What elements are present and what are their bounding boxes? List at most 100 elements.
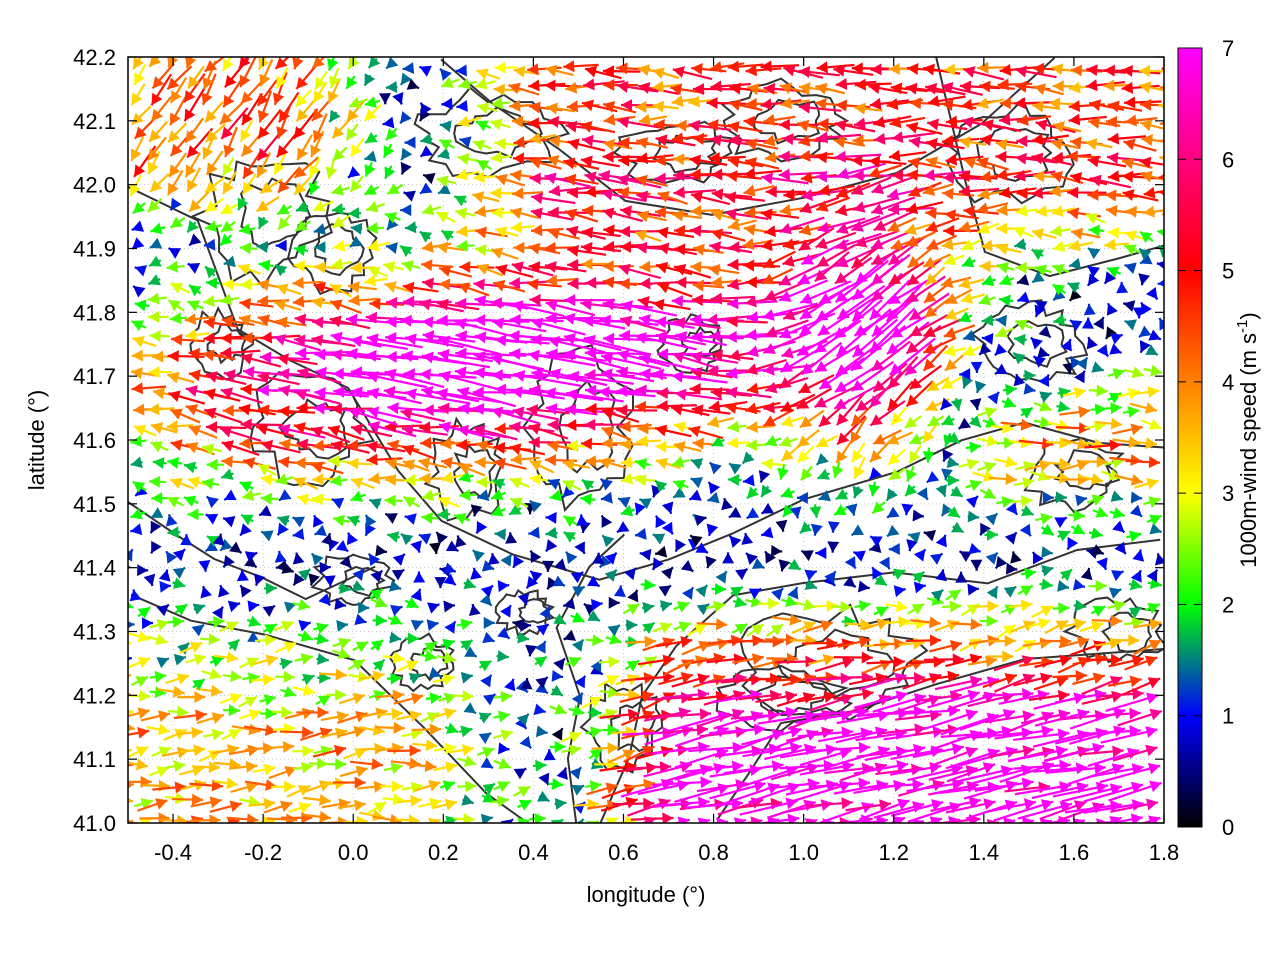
wind-arrow-head (510, 453, 523, 466)
wind-arrow-head (500, 690, 512, 703)
wind-arrow (493, 690, 513, 703)
wind-arrow (318, 593, 332, 607)
wind-arrow-head (895, 690, 908, 703)
wind-arrow-head (926, 470, 940, 483)
wind-arrow (1017, 584, 1034, 597)
wind-arrow (728, 462, 742, 475)
wind-arrow (176, 726, 203, 739)
wind-arrow-head (410, 728, 423, 741)
wind-arrow-head (1080, 568, 1093, 581)
wind-arrow-head (137, 564, 149, 577)
wind-arrow (591, 742, 619, 755)
wind-arrow (389, 631, 402, 644)
wind-arrow (279, 726, 314, 739)
wind-arrow (534, 640, 547, 654)
wind-arrow-head (444, 798, 457, 811)
wind-arrow-head (1072, 818, 1085, 823)
wind-arrow-head (478, 712, 492, 724)
wind-arrow-head (298, 802, 311, 814)
wind-arrow (832, 461, 844, 479)
wind-arrow-head (1094, 689, 1107, 701)
wind-arrow (149, 670, 167, 683)
wind-arrow (254, 634, 277, 647)
wind-arrow (871, 501, 886, 515)
wind-arrow (563, 515, 578, 528)
wind-arrow (412, 723, 442, 736)
wind-arrow (680, 559, 694, 573)
wind-arrow (242, 457, 277, 470)
wind-arrow (257, 463, 277, 477)
wind-arrow (841, 615, 856, 628)
wind-arrow (337, 799, 366, 812)
wind-arrow-head (1147, 762, 1161, 775)
wind-arrow (854, 600, 871, 612)
wind-arrow-head (335, 758, 347, 771)
wind-arrow (194, 761, 221, 774)
wind-arrow-head (746, 382, 759, 395)
wind-arrow-head (1005, 456, 1018, 468)
wind-arrow (315, 694, 331, 707)
wind-arrow-head (194, 691, 206, 704)
wind-arrow-head (929, 816, 942, 823)
wind-arrow (180, 534, 193, 546)
wind-arrow-head (1154, 553, 1164, 566)
wind-arrow-head (463, 813, 475, 823)
wind-arrow (575, 818, 585, 823)
wind-arrow (926, 470, 940, 484)
wind-arrow-head (1095, 781, 1108, 794)
wind-arrow-head (715, 618, 728, 631)
wind-arrow-head (240, 585, 252, 598)
wind-arrow (880, 672, 926, 685)
wind-arrow-head (1129, 675, 1142, 688)
wind-arrow-head (1150, 364, 1163, 377)
wind-arrow-head (354, 747, 367, 760)
wind-arrow-head (528, 526, 540, 539)
wind-arrow-head (770, 544, 783, 557)
wind-arrow-head (460, 725, 473, 738)
wind-arrow-head (137, 656, 151, 669)
wind-arrow (480, 757, 494, 770)
wind-arrow (946, 456, 959, 469)
wind-arrow (795, 598, 816, 611)
wind-arrow-head (912, 509, 924, 522)
wind-arrow-head (230, 670, 242, 683)
wind-arrow (1057, 387, 1071, 399)
wind-arrow-head (500, 554, 512, 567)
wind-arrow-head (1004, 673, 1017, 685)
wind-arrow (901, 503, 914, 516)
wind-arrow-head (227, 600, 241, 613)
wind-arrow-head (572, 704, 585, 717)
wind-arrow-head (574, 675, 586, 689)
wind-arrow-head (329, 315, 342, 328)
wind-arrow-head (968, 415, 981, 428)
wind-arrow (131, 320, 147, 332)
wind-arrow-head (390, 762, 403, 775)
wind-arrow-head (455, 535, 467, 548)
wind-arrow-head (460, 618, 473, 631)
wind-arrow-head (641, 746, 655, 757)
wind-arrow (994, 556, 1008, 570)
wind-arrow-head (1130, 473, 1143, 486)
wind-arrow-head (695, 585, 708, 598)
wind-arrow-head (771, 588, 784, 601)
wind-arrow-head (445, 761, 458, 774)
wind-arrow (271, 780, 296, 793)
wind-arrow-head (729, 535, 742, 548)
wind-arrow-head (607, 686, 620, 699)
wind-arrow (408, 672, 422, 685)
wind-arrow-head (545, 539, 558, 552)
wind-arrow-head (143, 573, 156, 586)
wind-arrow-head (278, 405, 290, 418)
wind-arrow-head (690, 477, 704, 489)
wind-arrow (1020, 406, 1034, 419)
wind-arrow (1052, 669, 1087, 682)
wind-arrow-head (617, 521, 630, 533)
wind-arrow-head (168, 390, 181, 403)
wind-arrow-head (1058, 472, 1071, 484)
wind-arrow-head (589, 780, 602, 792)
wind-arrow (478, 659, 493, 672)
wind-arrow (1108, 780, 1162, 802)
wind-arrow-head (335, 668, 347, 681)
wind-arrow-head (931, 799, 944, 811)
wind-arrow-head (426, 619, 439, 631)
